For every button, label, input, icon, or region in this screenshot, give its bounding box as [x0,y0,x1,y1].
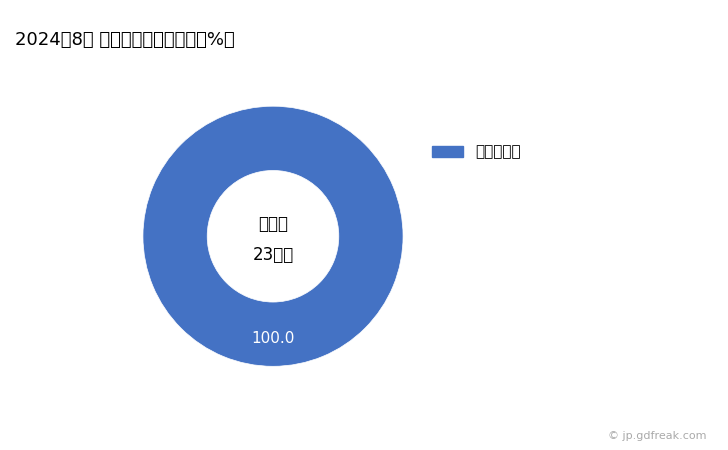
Text: 100.0: 100.0 [251,332,295,346]
Text: 23万円: 23万円 [253,246,293,264]
Wedge shape [143,106,403,366]
Legend: フィリピン: フィリピン [426,139,526,166]
Text: 総　額: 総 額 [258,215,288,233]
Text: 2024年8月 輸出相手国のシェア（%）: 2024年8月 輸出相手国のシェア（%） [15,32,234,50]
Text: © jp.gdfreak.com: © jp.gdfreak.com [608,431,706,441]
